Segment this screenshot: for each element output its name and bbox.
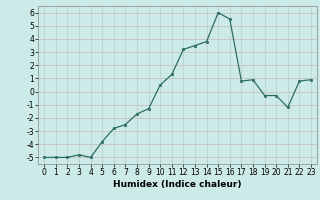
X-axis label: Humidex (Indice chaleur): Humidex (Indice chaleur) [113,180,242,189]
